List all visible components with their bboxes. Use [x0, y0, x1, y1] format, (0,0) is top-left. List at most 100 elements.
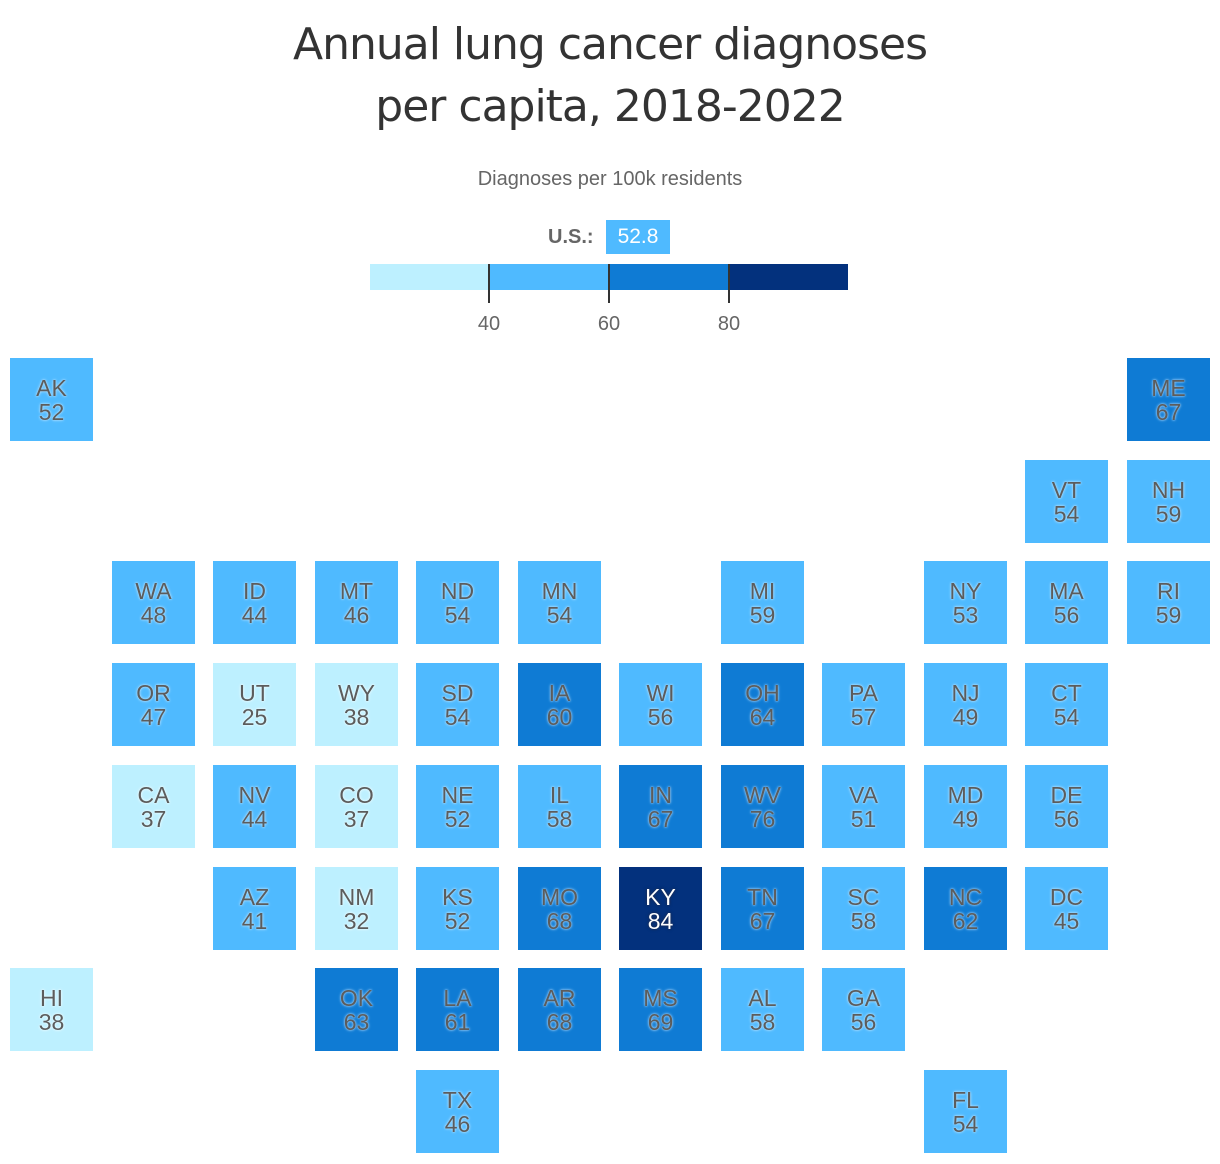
state-value: 58 — [850, 907, 877, 934]
state-tile-vt[interactable]: VT 54 — [1025, 460, 1108, 543]
state-tile-fl[interactable]: FL 54 — [924, 1070, 1007, 1153]
legend-tick — [608, 264, 610, 303]
state-value: 60 — [546, 703, 573, 730]
state-tile-pa[interactable]: PA 57 — [822, 663, 905, 746]
state-abbr: FL — [952, 1086, 979, 1113]
state-abbr: SC — [847, 883, 880, 910]
state-tile-nd[interactable]: ND 54 — [416, 561, 499, 644]
state-tile-sc[interactable]: SC 58 — [822, 867, 905, 950]
us-average: U.S.: 52.8 — [0, 220, 1220, 254]
state-tile-az[interactable]: AZ 41 — [213, 867, 296, 950]
state-tile-ne[interactable]: NE 52 — [416, 765, 499, 848]
state-abbr: IN — [649, 781, 672, 808]
state-abbr: TN — [747, 883, 778, 910]
state-abbr: DE — [1050, 781, 1083, 808]
state-tile-tn[interactable]: TN 67 — [721, 867, 804, 950]
state-tile-me[interactable]: ME 67 — [1127, 358, 1210, 441]
state-tile-la[interactable]: LA 61 — [416, 968, 499, 1051]
state-value: 67 — [647, 805, 674, 832]
state-tile-ok[interactable]: OK 63 — [315, 968, 398, 1051]
state-value: 64 — [749, 703, 776, 730]
state-tile-ny[interactable]: NY 53 — [924, 561, 1007, 644]
state-tile-de[interactable]: DE 56 — [1025, 765, 1108, 848]
color-legend — [370, 264, 848, 290]
state-abbr: CA — [137, 781, 170, 808]
state-value: 47 — [140, 703, 167, 730]
state-tile-md[interactable]: MD 49 — [924, 765, 1007, 848]
state-value: 59 — [1155, 601, 1182, 628]
state-value: 46 — [343, 601, 370, 628]
state-abbr: NJ — [951, 679, 980, 706]
state-tile-ks[interactable]: KS 52 — [416, 867, 499, 950]
state-value: 44 — [241, 601, 268, 628]
state-abbr: KY — [645, 883, 676, 910]
state-abbr: VT — [1051, 476, 1082, 503]
state-value: 62 — [952, 907, 979, 934]
state-value: 56 — [1053, 601, 1080, 628]
state-tile-ms[interactable]: MS 69 — [619, 968, 702, 1051]
state-value: 59 — [749, 601, 776, 628]
state-tile-al[interactable]: AL 58 — [721, 968, 804, 1051]
state-tile-wy[interactable]: WY 38 — [315, 663, 398, 746]
state-tile-nv[interactable]: NV 44 — [213, 765, 296, 848]
legend-tick — [728, 264, 730, 303]
state-tile-ma[interactable]: MA 56 — [1025, 561, 1108, 644]
state-value: 37 — [343, 805, 370, 832]
state-abbr: NH — [1151, 476, 1186, 503]
state-tile-wv[interactable]: WV 76 — [721, 765, 804, 848]
state-tile-ia[interactable]: IA 60 — [518, 663, 601, 746]
chart-title-line1: Annual lung cancer diagnoses — [293, 19, 928, 70]
state-abbr: MD — [947, 781, 984, 808]
state-tile-va[interactable]: VA 51 — [822, 765, 905, 848]
state-abbr: RI — [1157, 577, 1180, 604]
state-tile-nh[interactable]: NH 59 — [1127, 460, 1210, 543]
state-value: 54 — [444, 601, 471, 628]
state-tile-wi[interactable]: WI 56 — [619, 663, 702, 746]
state-value: 44 — [241, 805, 268, 832]
state-tile-id[interactable]: ID 44 — [213, 561, 296, 644]
state-tile-mi[interactable]: MI 59 — [721, 561, 804, 644]
state-abbr: MO — [540, 883, 579, 910]
legend-bin-1 — [370, 264, 490, 290]
legend-tick — [488, 264, 490, 303]
state-tile-co[interactable]: CO 37 — [315, 765, 398, 848]
state-tile-nj[interactable]: NJ 49 — [924, 663, 1007, 746]
legend-bin-4 — [728, 264, 848, 290]
state-tile-nm[interactable]: NM 32 — [315, 867, 398, 950]
state-tile-dc[interactable]: DC 45 — [1025, 867, 1108, 950]
state-tile-ct[interactable]: CT 54 — [1025, 663, 1108, 746]
state-abbr: ID — [243, 577, 266, 604]
state-tile-ut[interactable]: UT 25 — [213, 663, 296, 746]
state-tile-ca[interactable]: CA 37 — [112, 765, 195, 848]
state-abbr: MI — [749, 577, 776, 604]
state-tile-ak[interactable]: AK 52 — [10, 358, 93, 441]
state-value: 54 — [952, 1110, 979, 1137]
state-value: 49 — [952, 703, 979, 730]
state-tile-oh[interactable]: OH 64 — [721, 663, 804, 746]
state-value: 68 — [546, 907, 573, 934]
state-tile-ar[interactable]: AR 68 — [518, 968, 601, 1051]
us-average-label: U.S.: — [548, 226, 594, 248]
state-value: 58 — [546, 805, 573, 832]
state-value: 38 — [343, 703, 370, 730]
state-tile-ky[interactable]: KY 84 — [619, 867, 702, 950]
state-abbr: UT — [239, 679, 270, 706]
state-tile-wa[interactable]: WA 48 — [112, 561, 195, 644]
state-abbr: VA — [849, 781, 878, 808]
state-tile-mt[interactable]: MT 46 — [315, 561, 398, 644]
state-tile-or[interactable]: OR 47 — [112, 663, 195, 746]
state-tile-ga[interactable]: GA 56 — [822, 968, 905, 1051]
state-tile-in[interactable]: IN 67 — [619, 765, 702, 848]
state-tile-il[interactable]: IL 58 — [518, 765, 601, 848]
state-tile-ri[interactable]: RI 59 — [1127, 561, 1210, 644]
state-abbr: WY — [337, 679, 376, 706]
state-tile-tx[interactable]: TX 46 — [416, 1070, 499, 1153]
state-tile-nc[interactable]: NC 62 — [924, 867, 1007, 950]
state-tile-mn[interactable]: MN 54 — [518, 561, 601, 644]
state-abbr: CO — [339, 781, 374, 808]
state-tile-sd[interactable]: SD 54 — [416, 663, 499, 746]
state-tile-mo[interactable]: MO 68 — [518, 867, 601, 950]
state-tile-hi[interactable]: HI 38 — [10, 968, 93, 1051]
state-abbr: OR — [136, 679, 171, 706]
state-value: 54 — [546, 601, 573, 628]
